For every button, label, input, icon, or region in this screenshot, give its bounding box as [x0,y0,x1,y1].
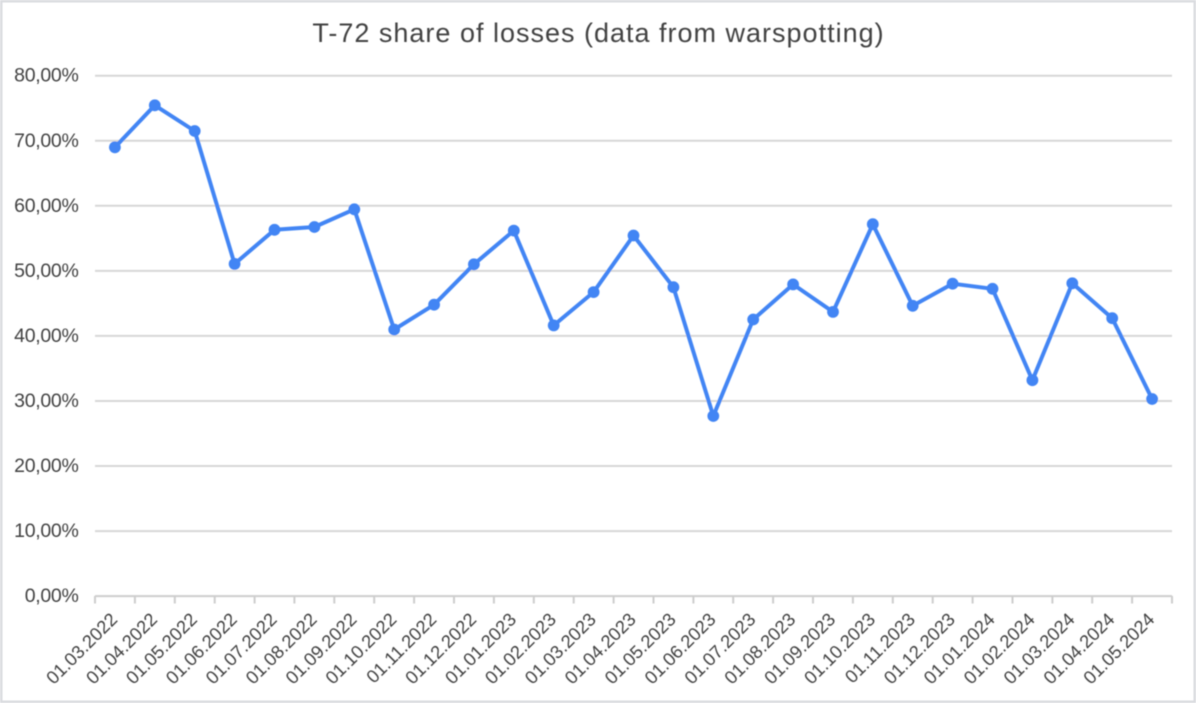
svg-text:20,00%: 20,00% [14,455,78,477]
svg-text:70,00%: 70,00% [14,130,78,152]
svg-text:60,00%: 60,00% [14,195,78,217]
svg-text:10,00%: 10,00% [14,520,78,542]
svg-text:0,00%: 0,00% [25,585,79,607]
svg-text:80,00%: 80,00% [14,65,78,87]
svg-text:50,00%: 50,00% [14,260,78,282]
svg-text:30,00%: 30,00% [14,390,78,412]
svg-text:40,00%: 40,00% [14,325,78,347]
svg-text:T-72 share of losses (data fro: T-72 share of losses (data from warspott… [312,18,884,48]
